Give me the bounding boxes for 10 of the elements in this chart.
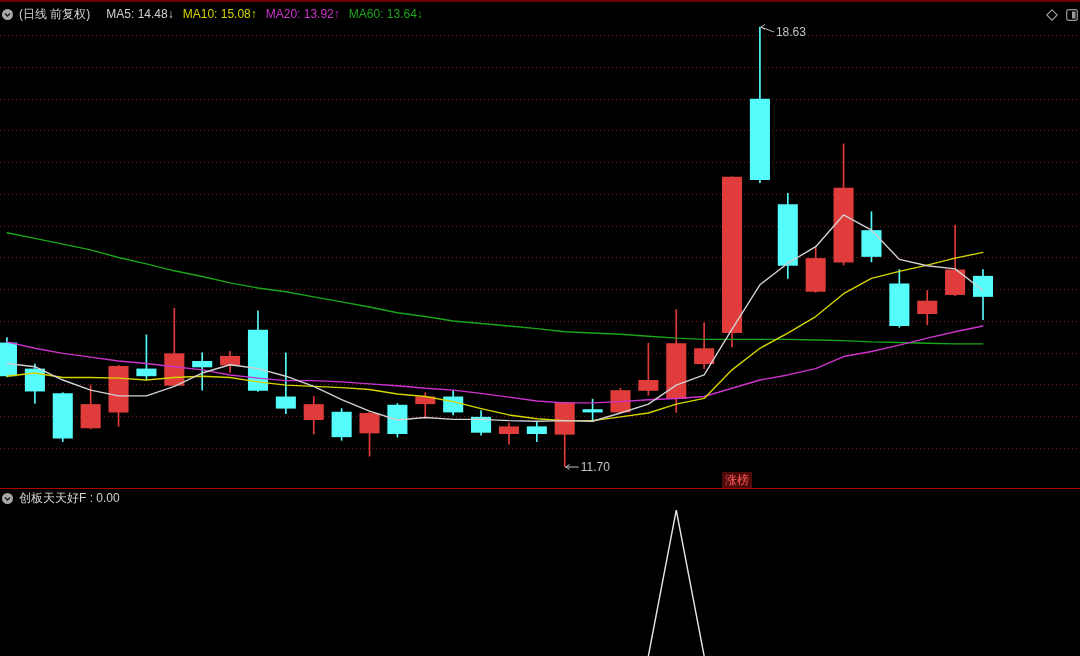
text: MA20: 13.92↑	[265, 7, 340, 21]
chart-title: (日线 前复权)	[19, 7, 91, 21]
annotation: 18.63	[775, 25, 807, 40]
annotation: 11.70	[580, 460, 611, 475]
text: 涨榜	[725, 473, 749, 488]
candlestick	[192, 352, 213, 391]
text: MA10: 15.08↑	[182, 7, 257, 21]
text: MA5: 14.48↓	[106, 7, 174, 21]
text: MA60: 13.64↓	[348, 7, 423, 21]
chart-title: 创板天天好F : 0.00	[19, 491, 120, 505]
